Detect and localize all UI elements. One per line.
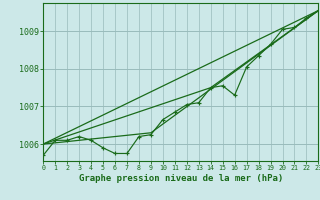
X-axis label: Graphe pression niveau de la mer (hPa): Graphe pression niveau de la mer (hPa) [79, 174, 283, 183]
